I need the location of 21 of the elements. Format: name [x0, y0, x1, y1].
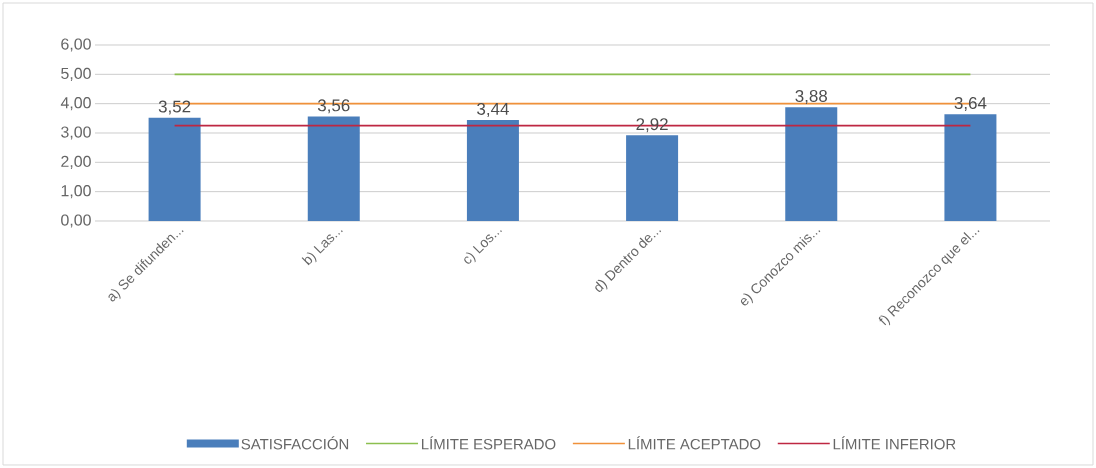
bar [466, 120, 519, 221]
y-tick-label: 0,00 [61, 214, 91, 228]
data-label: 3,44 [477, 102, 509, 117]
bar [626, 135, 679, 221]
y-tick-label: 3,00 [61, 126, 91, 140]
legend-label: SATISFACCIÓN [241, 436, 349, 450]
y-tick-label: 5,00 [61, 67, 91, 81]
bar [148, 117, 201, 221]
bar [944, 114, 997, 221]
y-tick-label: 2,00 [61, 155, 91, 169]
legend-label: LÍMITE INFERIOR [833, 436, 956, 450]
legend-label: LÍMITE ACEPTADO [628, 436, 761, 450]
y-tick-label: 6,00 [61, 38, 91, 52]
legend-label: LÍMITE ESPERADO [421, 436, 556, 450]
y-tick-label: 4,00 [60, 97, 91, 111]
data-label: 3,88 [795, 89, 827, 104]
data-label: 3,52 [158, 100, 191, 115]
data-label: 3,64 [954, 97, 987, 112]
bar [307, 116, 360, 221]
bar [785, 107, 838, 221]
y-tick-label: 1,00 [61, 185, 91, 199]
